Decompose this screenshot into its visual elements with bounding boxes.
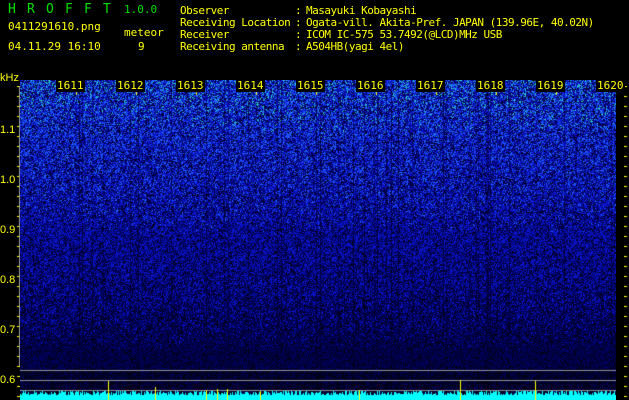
title-letter: H	[8, 2, 16, 17]
meteor-label: meteor	[124, 26, 164, 39]
y-tick-label: 1.1	[0, 124, 16, 136]
file-datetime: 04.11.29 16:10	[8, 40, 101, 53]
title-letter: T	[103, 2, 111, 17]
info-value: Ogata-vill. Akita-Pref. JAPAN (139.96E, …	[306, 16, 594, 29]
y-tick-label: 0.7	[0, 324, 16, 336]
info-value: A504HB(yagi 4el)	[306, 40, 404, 53]
time-tick-label: 1620	[596, 79, 625, 92]
title-letter: O	[46, 2, 54, 17]
info-label: Receiving Location	[180, 16, 291, 29]
title-letter: F	[65, 2, 73, 17]
title-letter: R	[27, 2, 35, 17]
app-title: H R O F F T 1.0.0	[8, 2, 157, 17]
info-colon: :	[295, 16, 302, 29]
time-tick-label: 1611	[56, 79, 85, 92]
info-label: Observer	[180, 4, 229, 17]
y-unit: kHz	[0, 72, 19, 84]
y-tick-label: 0.6	[0, 374, 16, 386]
info-colon: :	[295, 28, 302, 41]
title-letter: F	[84, 2, 92, 17]
time-tick-label: 1612	[116, 79, 145, 92]
y-tick-label: 0.9	[0, 224, 16, 236]
time-tick-label: 1617	[416, 79, 445, 92]
time-tick-label: 1614	[236, 79, 265, 92]
info-label: Receiver	[180, 28, 229, 41]
file-name: 0411291610.png	[8, 20, 101, 33]
info-value: Masayuki Kobayashi	[306, 4, 417, 17]
left-axis-ticks	[16, 86, 20, 400]
y-tick-label: 0.8	[0, 274, 16, 286]
app-version: 1.0.0	[124, 3, 158, 16]
y-tick-label: 1.0	[0, 174, 16, 186]
meteor-count: 9	[138, 40, 145, 53]
time-tick-label: 1613	[176, 79, 205, 92]
time-tick-label: 1615	[296, 79, 325, 92]
spectrogram	[20, 80, 616, 400]
right-axis-ticks	[624, 86, 629, 400]
time-tick-label: 1619	[536, 79, 565, 92]
info-colon: :	[295, 40, 302, 53]
time-tick-label: 1618	[476, 79, 505, 92]
info-value: ICOM IC-575 53.7492(@LCD)MHz USB	[306, 28, 502, 41]
time-tick-label: 1616	[356, 79, 385, 92]
info-colon: :	[295, 4, 302, 17]
info-label: Receiving antenna	[180, 40, 285, 53]
